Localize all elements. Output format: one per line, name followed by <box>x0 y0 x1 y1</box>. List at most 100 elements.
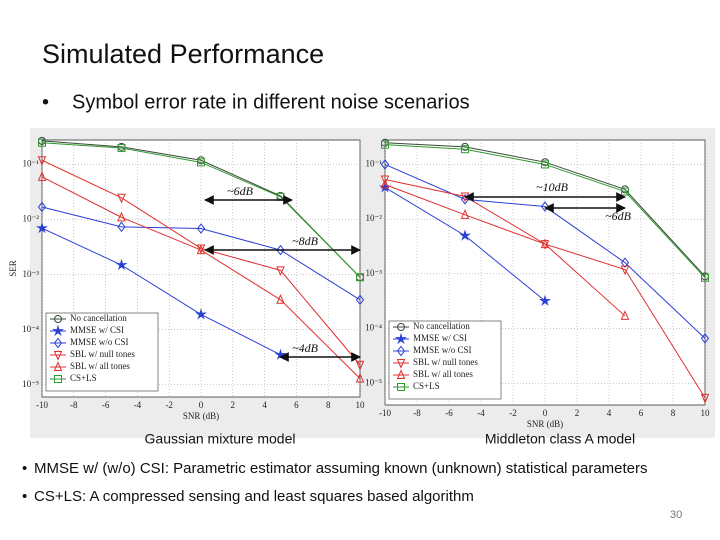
note: CS+LS: A compressed sensing and least sq… <box>34 488 474 505</box>
marker <box>380 159 390 170</box>
marker <box>458 229 472 241</box>
x-tick-label: -4 <box>477 408 485 418</box>
bullet-dot: • <box>42 91 49 113</box>
x-tick-label: -2 <box>509 408 517 418</box>
x-tick-label: 0 <box>199 400 204 410</box>
y-axis-label: SER <box>8 260 18 277</box>
marker <box>620 265 630 276</box>
series-line <box>41 227 281 356</box>
x-tick-label: 8 <box>326 400 331 410</box>
note-dot: • <box>22 460 27 477</box>
marker <box>37 156 47 167</box>
series-line <box>41 159 361 366</box>
legend-box <box>388 320 502 400</box>
series-line <box>41 176 361 379</box>
chart-caption: Middleton class A model <box>485 431 635 447</box>
marker <box>538 294 552 307</box>
marker <box>355 372 365 383</box>
x-axis-label: SNR (dB) <box>527 419 563 429</box>
marker <box>115 258 128 271</box>
legend-box <box>45 312 159 392</box>
y-tick-label: 10⁻² <box>23 214 40 224</box>
note-dot: • <box>22 488 27 505</box>
marker <box>540 238 550 249</box>
x-tick-label: -10 <box>379 408 391 418</box>
marker <box>37 171 47 181</box>
legend-label: CS+LS <box>413 381 440 391</box>
x-tick-label: 10 <box>701 408 711 418</box>
x-tick-label: -10 <box>36 400 48 410</box>
x-tick-label: 4 <box>607 408 612 418</box>
legend-marker <box>53 361 63 371</box>
x-tick-label: 0 <box>543 408 548 418</box>
legend-label: CS+LS <box>70 373 97 383</box>
x-tick-label: -8 <box>413 408 421 418</box>
page-number: 30 <box>670 509 682 521</box>
legend-label: MMSE w/o CSI <box>70 337 129 347</box>
annotation: ~4dB <box>292 341 318 355</box>
marker <box>276 266 285 277</box>
marker <box>37 201 47 213</box>
marker <box>355 294 365 306</box>
series-line <box>41 206 361 301</box>
marker <box>117 144 126 153</box>
legend-marker <box>396 369 406 379</box>
marker <box>196 223 206 234</box>
legend-marker <box>397 383 405 391</box>
x-axis-label: SNR (dB) <box>183 411 219 421</box>
x-tick-label: 8 <box>671 408 676 418</box>
marker <box>700 333 710 344</box>
x-tick-label: -2 <box>165 400 173 410</box>
legend-marker <box>394 332 408 345</box>
legend-marker <box>51 324 65 337</box>
legend-label: MMSE w/o CSI <box>413 345 472 355</box>
legend-marker <box>396 359 406 369</box>
legend-marker <box>53 337 63 349</box>
y-tick-label: 10⁻³ <box>366 268 383 278</box>
x-tick-label: -4 <box>134 400 142 410</box>
x-tick-label: -6 <box>445 408 453 418</box>
y-tick-label: 10⁻¹ <box>23 159 40 169</box>
series-line <box>384 144 706 279</box>
marker <box>194 308 208 320</box>
y-tick-label: 10⁻⁵ <box>22 379 39 389</box>
marker <box>380 178 390 189</box>
legend-marker <box>54 375 62 383</box>
annotation: ~8dB <box>292 234 318 248</box>
marker <box>117 193 126 204</box>
annotation: ~6dB <box>227 184 253 198</box>
x-tick-label: 2 <box>575 408 580 418</box>
legend-label: MMSE w/ CSI <box>70 325 124 335</box>
legend-label: SBL w/ null tones <box>70 349 135 359</box>
y-tick-label: 10⁻² <box>366 213 383 223</box>
marker <box>356 273 364 282</box>
legend-marker <box>397 323 405 331</box>
y-tick-label: 10⁻⁴ <box>365 323 382 333</box>
marker <box>196 244 206 255</box>
marker <box>276 294 285 304</box>
chart-caption: Gaussian mixture model <box>145 431 296 447</box>
marker <box>380 175 390 186</box>
legend-marker <box>54 315 62 323</box>
legend-label: SBL w/ all tones <box>70 361 130 371</box>
marker <box>461 145 469 154</box>
series-line <box>384 184 626 317</box>
annotation: ~6dB <box>605 209 631 223</box>
legend-label: SBL w/ null tones <box>413 357 478 367</box>
y-tick-label: 10⁻⁴ <box>22 324 39 334</box>
legend-label: No cancellation <box>70 313 127 323</box>
series-line <box>384 142 706 277</box>
x-tick-label: -8 <box>70 400 78 410</box>
marker <box>701 273 709 282</box>
y-tick-label: 10⁻⁵ <box>365 377 382 387</box>
marker <box>541 160 549 169</box>
x-tick-label: 6 <box>294 400 299 410</box>
legend-label: SBL w/ all tones <box>413 369 473 379</box>
marker <box>197 158 205 167</box>
legend-label: MMSE w/ CSI <box>413 333 467 343</box>
slide-title: Simulated Performance <box>42 39 324 69</box>
marker <box>38 138 46 147</box>
marker <box>620 310 630 320</box>
